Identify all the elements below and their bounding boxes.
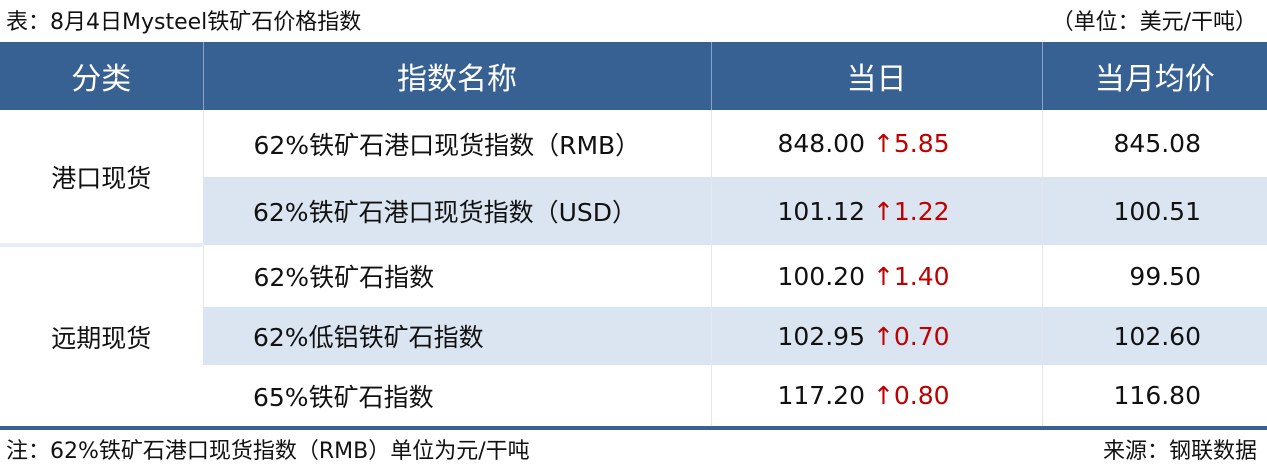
group-port-spot: 港口现货 xyxy=(0,110,203,247)
index-name: 62%低铝铁矿石指数 xyxy=(203,307,711,365)
header-category: 分类 xyxy=(0,42,203,110)
change-value: 1.22 xyxy=(893,196,950,226)
monthly-avg: 116.80 xyxy=(1041,365,1267,428)
unit-label: （单位：美元/干吨） xyxy=(1051,10,1257,35)
table-row: 62%低铝铁矿石指数 102.95 ↑0.70 102.60 xyxy=(0,307,1267,365)
change-value: 1.40 xyxy=(893,261,950,291)
header-monthly-avg: 当月均价 xyxy=(1041,42,1267,110)
today-value: 100.20 ↑1.40 xyxy=(710,245,1042,307)
up-arrow-icon: ↑ xyxy=(872,196,894,226)
today-value: 848.00 ↑5.85 xyxy=(710,110,1042,177)
table-row: 港口现货 62%铁矿石港口现货指数（RMB） 848.00 ↑5.85 845.… xyxy=(0,110,1267,247)
group-forward-spot: 远期现货 xyxy=(0,245,203,428)
up-arrow-icon: ↑ xyxy=(872,321,894,351)
monthly-avg: 845.08 xyxy=(1041,110,1267,177)
change-value: 5.85 xyxy=(893,129,950,158)
source-label: 来源：钢联数据 xyxy=(1102,439,1257,464)
today-value: 117.20 ↑0.80 xyxy=(710,365,1042,428)
today-value: 101.12 ↑1.22 xyxy=(710,177,1042,245)
monthly-avg: 99.50 xyxy=(1041,245,1267,307)
header-index-name: 指数名称 xyxy=(202,42,711,110)
index-name: 65%铁矿石指数 xyxy=(253,382,434,412)
change-value: 0.80 xyxy=(893,381,950,410)
index-name: 62%铁矿石港口现货指数（RMB） xyxy=(202,110,711,177)
header-today: 当日 xyxy=(710,42,1042,110)
change-value: 0.70 xyxy=(893,321,950,351)
table-row: 62%铁矿石港口现货指数（USD） 101.12 ↑1.22 100.51 xyxy=(0,177,1267,245)
index-name: 62%铁矿石港口现货指数（USD） xyxy=(203,177,711,245)
header-row: 分类 指数名称 当日 当月均价 xyxy=(0,42,1267,110)
price-index-table: 分类 指数名称 当日 当月均价 港口现货 62%铁矿石港口现货指数（RMB） 8… xyxy=(0,42,1267,430)
footnote: 注：62%铁矿石港口现货指数（RMB）单位为元/干吨 xyxy=(6,439,530,464)
monthly-avg: 102.60 xyxy=(1041,307,1267,365)
up-arrow-icon: ↑ xyxy=(872,381,894,410)
up-arrow-icon: ↑ xyxy=(872,129,894,158)
table-row: 远期现货 62%铁矿石指数 100.20 ↑1.40 99.50 xyxy=(0,245,1267,428)
table-row: 65%铁矿石指数 117.20 ↑0.80 116.80 xyxy=(0,365,1267,428)
monthly-avg: 100.51 xyxy=(1041,177,1267,245)
index-name: 62%铁矿石指数 xyxy=(202,245,711,307)
table-title: 表：8月4日Mysteel铁矿石价格指数 xyxy=(6,10,362,35)
today-value: 102.95 ↑0.70 xyxy=(710,307,1042,365)
up-arrow-icon: ↑ xyxy=(872,261,894,291)
